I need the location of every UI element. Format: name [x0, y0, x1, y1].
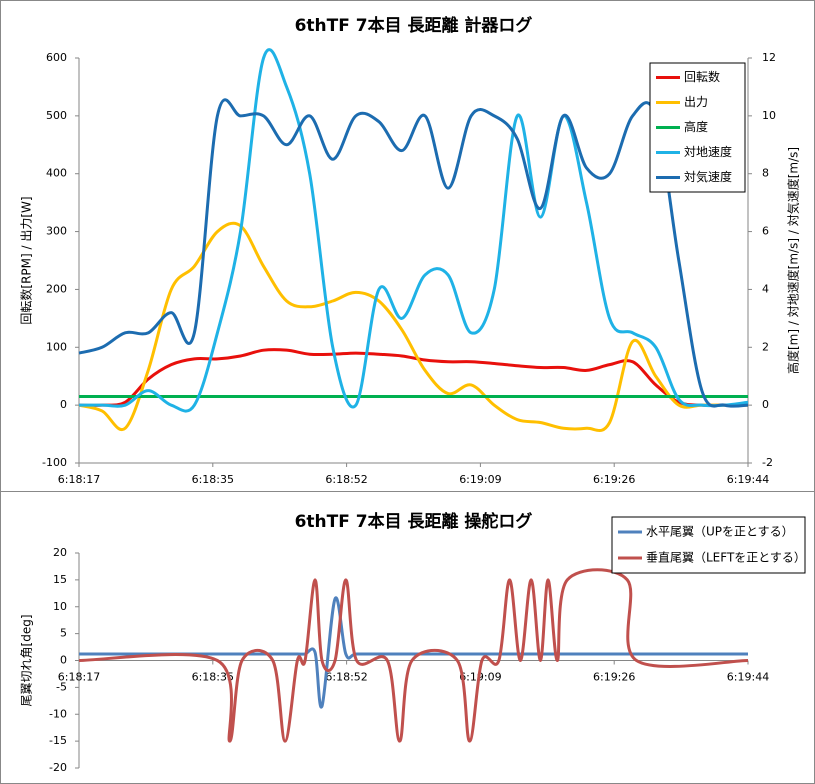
series-line — [78, 221, 748, 432]
y-axis-label: 尾翼切れ角[deg] — [20, 615, 34, 707]
y-tick-label: 100 — [46, 340, 67, 353]
series-line — [79, 596, 748, 709]
y2-tick-label: 2 — [762, 340, 769, 353]
y-tick-label: 200 — [46, 282, 67, 295]
y-tick-label: -5 — [56, 680, 67, 693]
legend-box — [649, 62, 746, 193]
y-tick-label: -10 — [49, 707, 67, 720]
x-tick-label: 6:19:09 — [459, 473, 501, 486]
x-tick-label: 6:18:35 — [192, 473, 234, 486]
y2-tick-label: 12 — [762, 51, 776, 64]
y-tick-label: 10 — [53, 600, 67, 613]
y-tick-label: -100 — [42, 456, 67, 469]
y2-tick-label: -2 — [762, 456, 773, 469]
chart-title: 6thTF 7本目 長距離 計器ログ — [295, 15, 533, 36]
y-tick-label: 300 — [46, 225, 67, 238]
legend-label: 水平尾翼（UPを正とする） — [646, 525, 794, 539]
y-tick-label: 5 — [60, 627, 67, 640]
legend-label: 対気速度 — [684, 169, 732, 184]
y2-tick-label: 10 — [762, 109, 776, 122]
x-tick-label: 6:18:35 — [192, 671, 234, 684]
legend-label: 対地速度 — [684, 144, 732, 159]
y-axis-label: 回転数[RPM] / 出力[W] — [19, 196, 34, 324]
x-tick-label: 6:19:44 — [727, 671, 769, 684]
y-tick-label: 20 — [53, 546, 67, 559]
chart-title: 6thTF 7本目 長距離 操舵ログ — [295, 511, 533, 532]
x-tick-label: 6:18:17 — [58, 473, 100, 486]
legend-label: 回転数 — [684, 69, 720, 84]
y-tick-label: 400 — [46, 167, 67, 180]
y-tick-label: 500 — [46, 109, 67, 122]
series-line — [79, 48, 749, 413]
legend-label: 高度 — [684, 119, 708, 134]
y2-tick-label: 4 — [762, 282, 769, 295]
y-tick-label: 0 — [60, 398, 67, 411]
legend-label: 出力 — [684, 95, 708, 109]
x-tick-label: 6:18:52 — [325, 671, 367, 684]
y-tick-label: -15 — [49, 734, 67, 747]
legend-box — [611, 516, 806, 574]
x-tick-label: 6:19:44 — [727, 473, 769, 486]
y2-tick-label: 8 — [762, 167, 769, 180]
y2-tick-label: 6 — [762, 225, 769, 238]
y2-tick-label: 0 — [762, 398, 769, 411]
series-line — [78, 98, 749, 408]
y-tick-label: -20 — [49, 761, 67, 774]
x-tick-label: 6:19:26 — [593, 473, 635, 486]
x-tick-label: 6:19:26 — [593, 671, 635, 684]
x-tick-label: 6:18:17 — [58, 671, 100, 684]
series-line — [78, 348, 748, 407]
legend-label: 垂直尾翼（LEFTを正とする） — [646, 551, 806, 565]
y-tick-label: 600 — [46, 51, 67, 64]
x-tick-label: 6:18:52 — [325, 473, 367, 486]
y2-axis-label: 高度[m] / 対地速度[m/s] / 対気速度[m/s] — [786, 147, 801, 374]
y-tick-label: 15 — [53, 573, 67, 586]
series-line — [78, 568, 749, 743]
x-tick-label: 6:19:09 — [459, 671, 501, 684]
y-tick-label: 0 — [60, 654, 67, 667]
